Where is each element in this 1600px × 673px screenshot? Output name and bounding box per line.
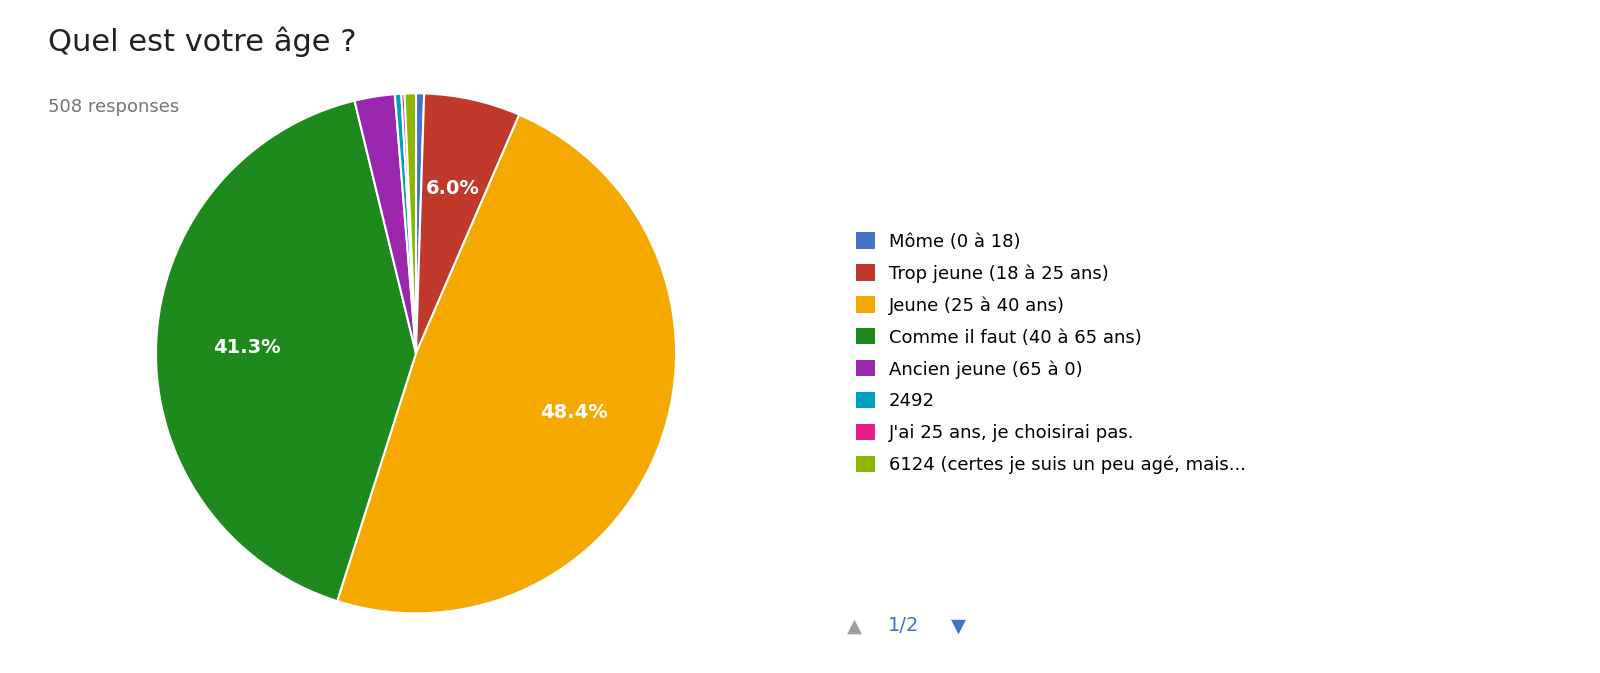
- Text: 6.0%: 6.0%: [426, 179, 480, 198]
- Text: 508 responses: 508 responses: [48, 98, 179, 116]
- Wedge shape: [155, 101, 416, 601]
- Wedge shape: [355, 94, 416, 353]
- Legend: Môme (0 à 18), Trop jeune (18 à 25 ans), Jeune (25 à 40 ans), Comme il faut (40 : Môme (0 à 18), Trop jeune (18 à 25 ans),…: [848, 223, 1254, 483]
- Text: 48.4%: 48.4%: [541, 403, 608, 422]
- Wedge shape: [395, 94, 416, 353]
- Wedge shape: [338, 114, 677, 613]
- Text: Quel est votre âge ?: Quel est votre âge ?: [48, 27, 357, 57]
- Wedge shape: [405, 94, 416, 353]
- Wedge shape: [416, 94, 520, 353]
- Text: ▼: ▼: [952, 616, 966, 635]
- Text: 1/2: 1/2: [888, 616, 918, 635]
- Wedge shape: [416, 94, 424, 353]
- Text: 41.3%: 41.3%: [213, 338, 282, 357]
- Text: ▲: ▲: [848, 616, 862, 635]
- Wedge shape: [402, 94, 416, 353]
